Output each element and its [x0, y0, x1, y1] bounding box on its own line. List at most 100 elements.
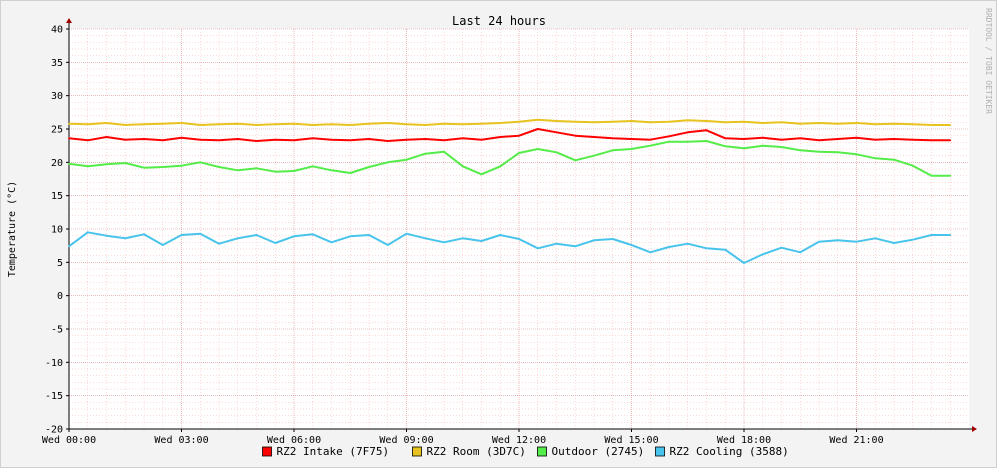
data-point [443, 241, 445, 244]
data-point [724, 145, 727, 148]
data-point [743, 120, 745, 123]
data-point [874, 138, 877, 141]
data-point [236, 169, 239, 172]
data-point [611, 120, 614, 123]
data-point [611, 137, 614, 140]
data-point [780, 138, 783, 141]
data-point [630, 148, 633, 150]
data-point [386, 122, 389, 124]
data-point [761, 144, 764, 147]
data-point [649, 144, 652, 147]
data-point [780, 246, 783, 249]
data-point [574, 120, 577, 123]
grid [68, 28, 969, 430]
data-point [161, 139, 164, 142]
data-point [293, 170, 295, 172]
data-point [518, 120, 520, 123]
data-point [349, 172, 352, 174]
data-point [236, 122, 239, 125]
data-point [893, 122, 895, 125]
data-point [780, 121, 783, 124]
data-point [161, 122, 164, 125]
legend-item: RZ2 Intake (7F75) [262, 445, 390, 458]
data-point [668, 140, 670, 143]
data-point [218, 139, 220, 142]
x-tick-label: Wed 12:00 [492, 435, 546, 446]
data-point [874, 123, 877, 126]
data-point [424, 237, 427, 240]
legend-label: RZ2 Room (3D7C) [427, 445, 526, 458]
data-point [630, 120, 633, 122]
data-point [686, 131, 689, 134]
series-layer [68, 118, 952, 264]
data-point [743, 262, 745, 264]
data-point [705, 129, 708, 132]
data-point [930, 139, 933, 142]
data-point [143, 123, 145, 126]
y-tick-label: 40 [51, 25, 63, 36]
data-point [199, 161, 202, 164]
x-tick-label: Wed 15:00 [604, 435, 658, 446]
data-point [799, 122, 802, 125]
data-point [405, 158, 408, 161]
data-point [855, 122, 858, 124]
data-point [536, 247, 539, 250]
data-point [724, 121, 727, 124]
data-point [686, 140, 689, 143]
legend-swatch [412, 446, 422, 457]
data-point [536, 128, 539, 130]
data-point [443, 122, 445, 125]
series-2 [68, 140, 952, 177]
legend-label: RZ2 Intake (7F75) [277, 445, 390, 458]
data-point [255, 124, 258, 126]
data-point [705, 140, 708, 142]
data-point [799, 251, 802, 254]
data-point [443, 150, 445, 153]
data-point [236, 138, 239, 140]
y-tick-label: 10 [51, 225, 63, 236]
data-point [86, 165, 89, 168]
data-point [124, 162, 127, 164]
data-point [761, 136, 764, 139]
data-point [686, 119, 689, 122]
data-point [330, 169, 333, 172]
data-point [499, 234, 502, 236]
data-point [555, 151, 558, 154]
data-point [105, 234, 108, 237]
data-point [668, 246, 670, 248]
data-point [874, 157, 877, 160]
data-point [180, 136, 183, 139]
data-point [780, 146, 783, 148]
data-point [818, 150, 820, 153]
data-point [836, 151, 839, 154]
legend-label: Outdoor (2745) [552, 445, 645, 458]
y-tick-label: 15 [51, 191, 63, 202]
data-point [218, 123, 220, 126]
data-point [218, 166, 220, 168]
data-point [649, 138, 652, 141]
data-point [461, 137, 464, 140]
data-point [911, 164, 914, 167]
data-point [574, 134, 577, 137]
data-point [349, 235, 352, 238]
data-point [818, 139, 820, 142]
data-point [180, 122, 183, 124]
data-point [480, 240, 483, 242]
data-point [311, 124, 314, 126]
legend-swatch [655, 446, 665, 457]
data-point [668, 120, 670, 123]
data-point [818, 240, 820, 243]
data-point [499, 122, 502, 124]
data-point [124, 124, 127, 126]
data-point [68, 245, 70, 248]
data-point [761, 122, 764, 124]
data-point [124, 138, 127, 141]
data-point [386, 161, 389, 164]
data-point [893, 242, 895, 244]
data-point [555, 242, 558, 245]
data-point [86, 231, 89, 234]
data-point [536, 148, 539, 150]
data-point [949, 139, 952, 142]
data-point [480, 173, 483, 176]
